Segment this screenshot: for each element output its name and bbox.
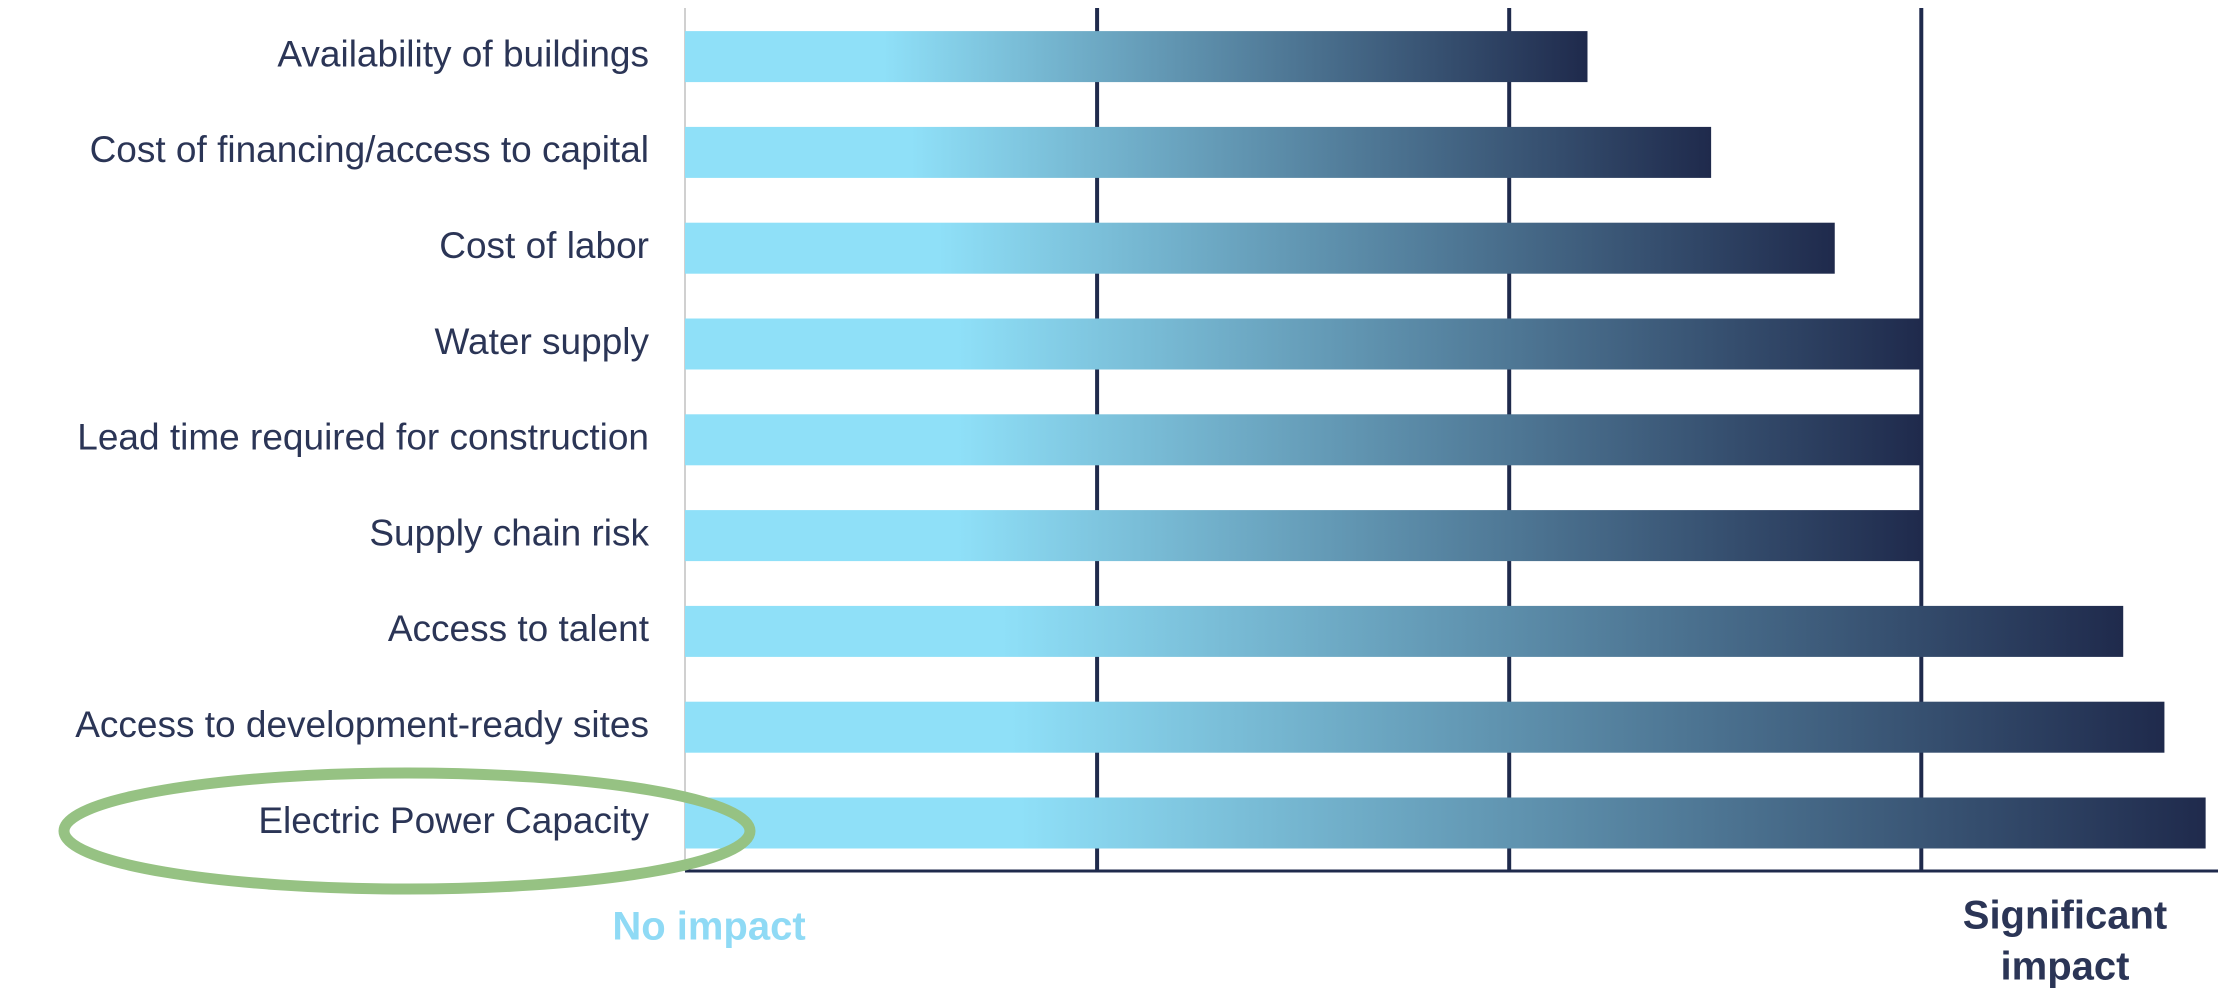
bar: [685, 31, 1588, 83]
bar: [685, 414, 1922, 466]
category-label: Electric Power Capacity: [258, 800, 649, 841]
bar: [685, 126, 1712, 178]
category-label: Supply chain risk: [369, 512, 649, 553]
high-annotation: Significant: [1963, 894, 2167, 938]
category-label: Access to talent: [388, 608, 650, 649]
highlight-ellipse: [58, 767, 756, 895]
bar: [685, 510, 1922, 562]
category-label: Lead time required for construction: [77, 417, 649, 458]
high-annotation: impact: [2001, 945, 2130, 989]
bar: [685, 318, 1922, 370]
bar: [685, 797, 2206, 849]
category-label: Cost of labor: [439, 225, 649, 266]
low-annotation: No impact: [612, 905, 805, 949]
category-label: Availability of buildings: [277, 33, 649, 74]
category-label: Cost of financing/access to capital: [90, 129, 649, 170]
bar: [685, 701, 2165, 753]
bar: [685, 605, 2124, 657]
category-label: Water supply: [434, 321, 649, 362]
bar: [685, 222, 1835, 274]
category-label: Access to development-ready sites: [75, 704, 649, 745]
